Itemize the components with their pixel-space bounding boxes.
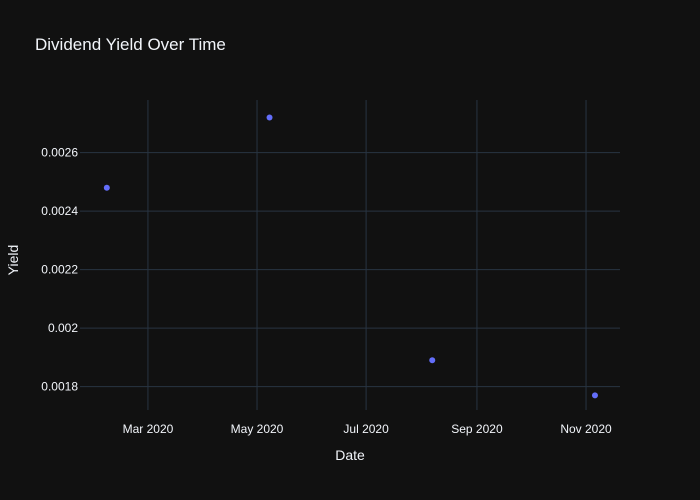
x-tick-label: Mar 2020	[123, 422, 174, 436]
points-layer	[103, 114, 598, 399]
x-tick-label: Jul 2020	[343, 422, 389, 436]
x-tick-labels: Mar 2020 May 2020 Jul 2020 Sep 2020 Nov 2020	[123, 422, 612, 436]
chart-title: Dividend Yield Over Time	[35, 35, 226, 54]
y-tick-label: 0.002	[48, 321, 78, 335]
x-tick-label: Sep 2020	[451, 422, 503, 436]
x-axis-label: Date	[335, 447, 365, 463]
y-tick-label: 0.0022	[41, 263, 78, 277]
x-tick-label: Nov 2020	[560, 422, 612, 436]
y-tick-label: 0.0018	[41, 380, 78, 394]
y-tick-label: 0.0024	[41, 204, 78, 218]
grid-layer	[80, 100, 620, 410]
y-axis-label: Yield	[5, 245, 21, 276]
y-tick-label: 0.0026	[41, 146, 78, 160]
data-point[interactable]	[266, 114, 273, 121]
data-point[interactable]	[591, 392, 598, 399]
y-tick-labels: 0.0018 0.002 0.0022 0.0024 0.0026	[41, 146, 78, 394]
data-point[interactable]	[429, 357, 436, 364]
data-point[interactable]	[103, 184, 110, 191]
x-tick-label: May 2020	[231, 422, 284, 436]
